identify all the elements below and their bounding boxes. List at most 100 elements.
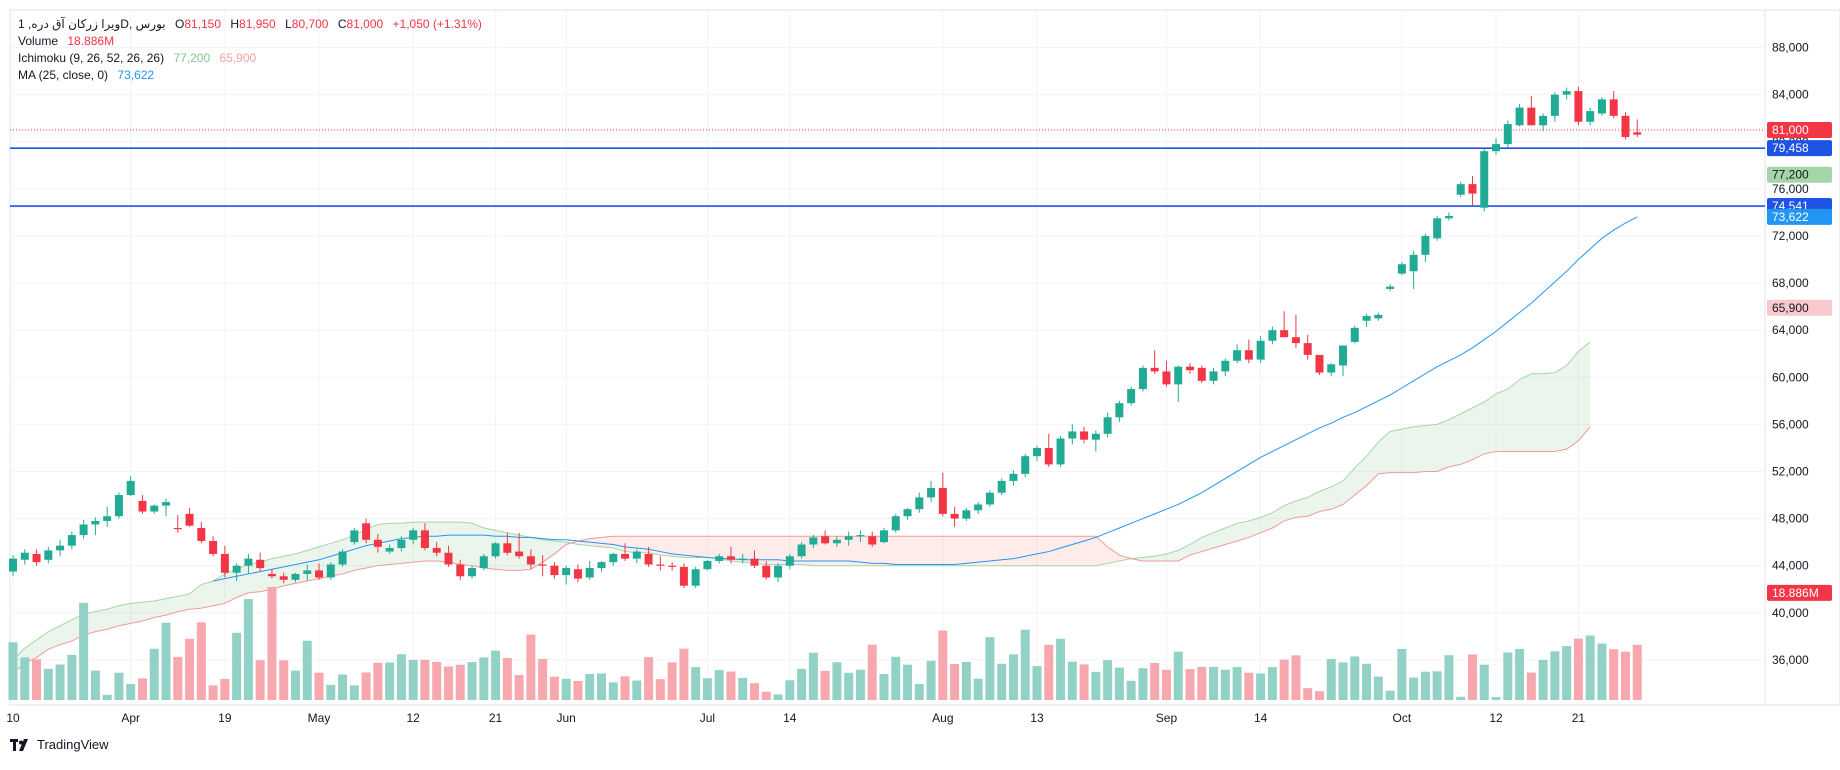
horizontal-lines (10, 129, 1765, 207)
volume-bar (1385, 690, 1395, 700)
volume-bar (32, 659, 42, 700)
volume-bar (1291, 655, 1301, 700)
candle-body (491, 543, 500, 557)
candle-body (373, 539, 382, 547)
candle-body (432, 548, 441, 553)
candle-body (715, 556, 724, 561)
volume-bar (714, 670, 724, 700)
volume-bar (785, 680, 795, 700)
candle-body (1244, 350, 1253, 360)
candle-body (1280, 330, 1289, 338)
volume-bar (1362, 663, 1372, 700)
candle-body (1268, 330, 1277, 341)
cloud-segment (1554, 365, 1567, 452)
volume-bar (1008, 654, 1018, 700)
volume-bar (844, 672, 854, 700)
cloud-segment (907, 536, 920, 566)
volume-bar (1161, 669, 1171, 700)
cloud-segment (648, 536, 661, 556)
volume-bar (1491, 697, 1501, 700)
symbol-title[interactable]: ویرا زرکان آق دره, 1D, بورس (18, 17, 166, 31)
volume-bar (491, 650, 501, 700)
volume-bar (1185, 669, 1195, 700)
volume-label: Volume (18, 34, 59, 48)
candle-body (56, 545, 65, 551)
candle-body (67, 535, 76, 546)
tradingview-logo[interactable]: TradingView (10, 737, 109, 752)
cloud-segment (377, 523, 390, 566)
volume-bar (726, 671, 736, 700)
cloud-segment (271, 556, 284, 590)
cloud-segment (542, 539, 555, 563)
axis-label-price (1767, 121, 1832, 138)
candle-body (1492, 144, 1501, 152)
candle-body (1574, 91, 1583, 122)
candle-body (291, 573, 300, 580)
volume-bar (455, 664, 465, 700)
ichimoku-b-value: 65,900 (219, 51, 257, 65)
candle-body (326, 564, 335, 578)
candle-body (1539, 115, 1548, 126)
volume-bars (8, 586, 1642, 700)
candle-body (1103, 417, 1112, 434)
candle-body (1409, 254, 1418, 272)
volume-bar (914, 684, 924, 700)
volume-bar (891, 656, 901, 700)
chart-border (9, 9, 1840, 706)
candle-body (197, 528, 206, 541)
volume-bar (1020, 629, 1030, 700)
volume-bar (879, 674, 889, 700)
cloud-segment (825, 536, 837, 566)
candle-body (927, 487, 936, 498)
cloud-segment (60, 619, 72, 645)
cloud-segment (166, 596, 178, 616)
cloud-segment (1260, 512, 1273, 533)
candle-body (1586, 111, 1595, 122)
cloud-segment (48, 625, 61, 650)
axis-label-ma (1767, 208, 1832, 225)
axis-label-text-cloud_a: 77,200 (1772, 168, 1809, 182)
ichimoku-legend-row[interactable]: Ichimoku (9, 26, 52, 26, 26) 77,200 65,9… (18, 50, 482, 67)
x-tick-label: 21 (1572, 711, 1586, 725)
candle-body (621, 553, 630, 559)
candle-body (1127, 389, 1136, 404)
candle-body (209, 540, 218, 554)
y-tick-label: 68,000 (1772, 276, 1809, 290)
cloud-segment (1307, 491, 1320, 517)
cloud-segment (248, 562, 261, 593)
volume-bar (20, 657, 30, 700)
candle-body (1162, 371, 1171, 385)
cloud-segment (660, 536, 673, 557)
volume-bar (408, 659, 418, 700)
volume-bar (1562, 646, 1572, 700)
cloud-segment (601, 536, 614, 549)
cloud-segment (1519, 373, 1532, 452)
candle-body (232, 565, 241, 573)
volume-bar (361, 672, 371, 700)
candle-body (703, 560, 712, 570)
candle-body (1362, 316, 1371, 321)
volume-legend-row[interactable]: Volume 18.886M (18, 33, 482, 50)
candle-body (821, 536, 830, 544)
candle-body (150, 505, 159, 512)
candle-body (1550, 94, 1559, 116)
ma-legend-row[interactable]: MA (25, close, 0) 73,622 (18, 67, 482, 84)
candle-body (20, 552, 29, 560)
candle-body (844, 536, 853, 540)
x-tick-label: 14 (783, 711, 797, 725)
cloud-segment (1084, 536, 1096, 566)
volume-bar (502, 657, 512, 700)
candle-body (738, 558, 747, 560)
candle-body (1256, 340, 1265, 360)
high-value: 81,950 (239, 17, 276, 31)
cloud-segment (978, 536, 990, 566)
cloud-segment (1154, 553, 1167, 561)
volume-bar (1444, 655, 1454, 700)
x-tick-label: 21 (489, 711, 503, 725)
y-tick-label: 52,000 (1772, 464, 1809, 478)
candle-body (1044, 447, 1053, 465)
volume-bar (655, 679, 665, 700)
candle-body (185, 513, 194, 526)
